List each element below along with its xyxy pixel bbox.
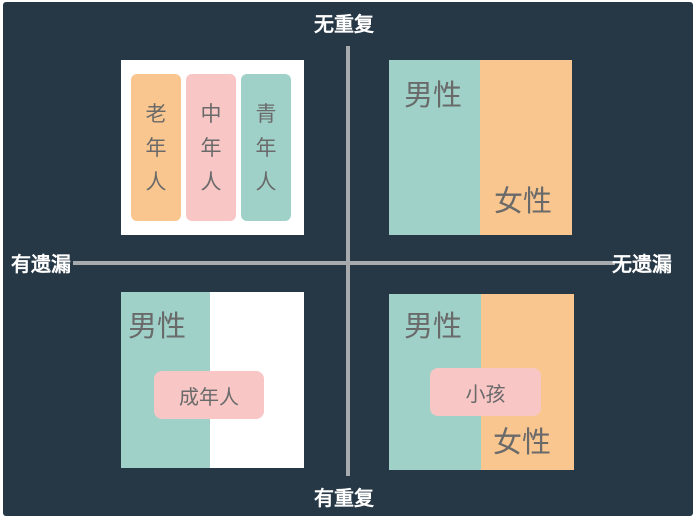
female-label: 女性 xyxy=(493,425,552,459)
pill-char: 人 xyxy=(255,169,277,194)
female-block xyxy=(480,60,572,235)
pill-char: 年 xyxy=(145,135,167,160)
pill-elderly: 老 年 人 xyxy=(131,74,181,221)
quadrant-top-right: 男性 女性 xyxy=(389,60,572,235)
pill-char: 人 xyxy=(145,169,167,194)
male-block xyxy=(389,60,480,235)
axis-label-right: 无遗漏 xyxy=(612,252,672,276)
male-label: 男性 xyxy=(128,309,187,343)
axis-label-top: 无重复 xyxy=(314,12,374,36)
quadrant-bottom-right: 男性 女性 小孩 xyxy=(389,294,574,470)
quadrant-top-left: 老 年 人 中 年 人 青 年 人 xyxy=(121,60,304,235)
pill-youth: 青 年 人 xyxy=(241,74,291,221)
pill-middle-aged: 中 年 人 xyxy=(186,74,236,221)
child-tag: 小孩 xyxy=(430,368,541,416)
pill-char: 人 xyxy=(200,169,222,194)
male-label: 男性 xyxy=(404,309,463,343)
male-label: 男性 xyxy=(404,78,463,112)
female-label: 女性 xyxy=(494,184,553,218)
pill-char: 年 xyxy=(200,135,222,160)
pill-char: 青 xyxy=(255,101,277,126)
pill-char: 中 xyxy=(200,101,222,126)
diagram-canvas: 无重复 有重复 有遗漏 无遗漏 老 年 人 中 年 人 青 年 人 男性 女性 … xyxy=(3,2,693,516)
horizontal-axis xyxy=(73,261,615,265)
pill-char: 年 xyxy=(255,135,277,160)
adult-tag: 成年人 xyxy=(154,371,264,419)
quadrant-bottom-left: 男性 成年人 xyxy=(121,292,304,468)
pill-char: 老 xyxy=(145,101,167,126)
axis-label-bottom: 有重复 xyxy=(314,486,374,510)
axis-label-left: 有遗漏 xyxy=(11,252,71,276)
